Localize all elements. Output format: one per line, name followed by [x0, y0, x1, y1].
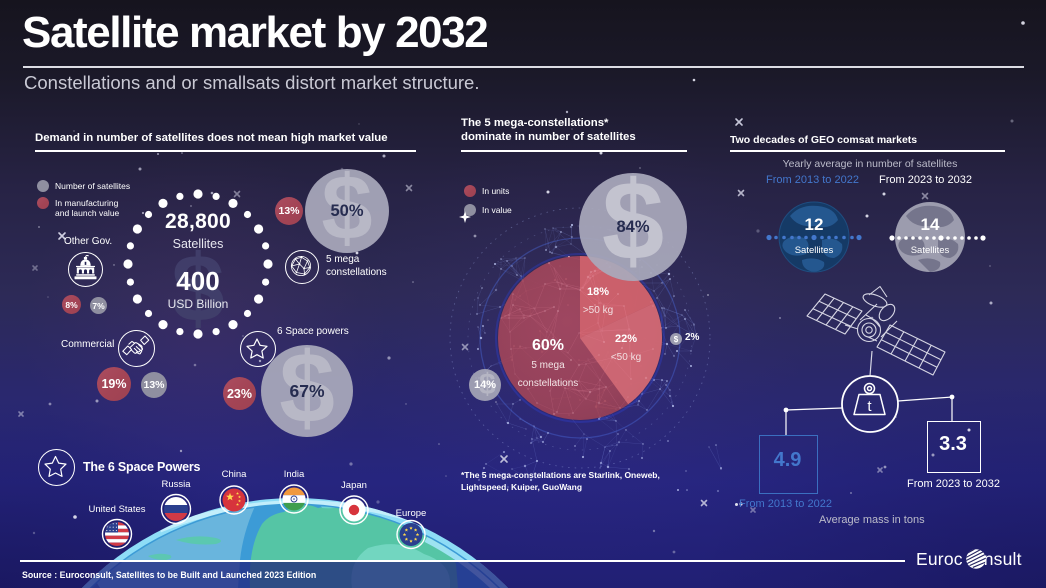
svg-text:t: t [867, 398, 872, 415]
